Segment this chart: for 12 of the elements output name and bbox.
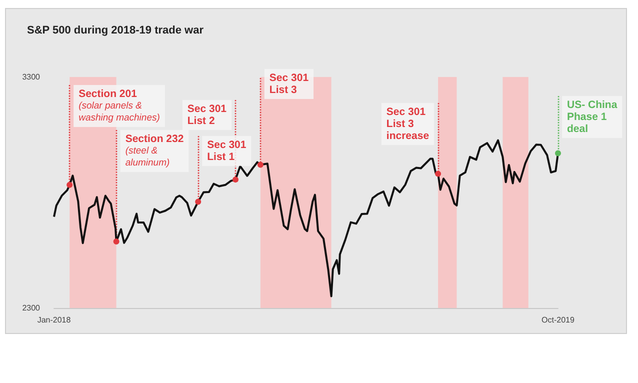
y-tick-label: 2300 xyxy=(22,304,41,312)
ref-line-label: Section 232 (steel & aluminum) xyxy=(125,133,184,168)
ref-line-label: Sec 301 List 1 xyxy=(207,139,246,163)
ref-line-label: Sec 301 List 3 increase xyxy=(386,106,430,142)
x-tick-label: Jan-2018 xyxy=(37,316,72,324)
ref-line-label: Sec 301 List 3 xyxy=(269,72,309,96)
chart-title: S&P 500 during 2018-19 trade war xyxy=(27,24,204,36)
y-tick-label: 3300 xyxy=(22,72,41,82)
x-tick-label: Oct-2019 xyxy=(542,316,576,324)
ref-line-label: US- China Phase 1 deal xyxy=(567,99,618,135)
ref-line-label: Section 201 (solar panels & washing machines) xyxy=(78,88,160,124)
ref-line-label: Sec 301 List 2 xyxy=(187,103,227,127)
